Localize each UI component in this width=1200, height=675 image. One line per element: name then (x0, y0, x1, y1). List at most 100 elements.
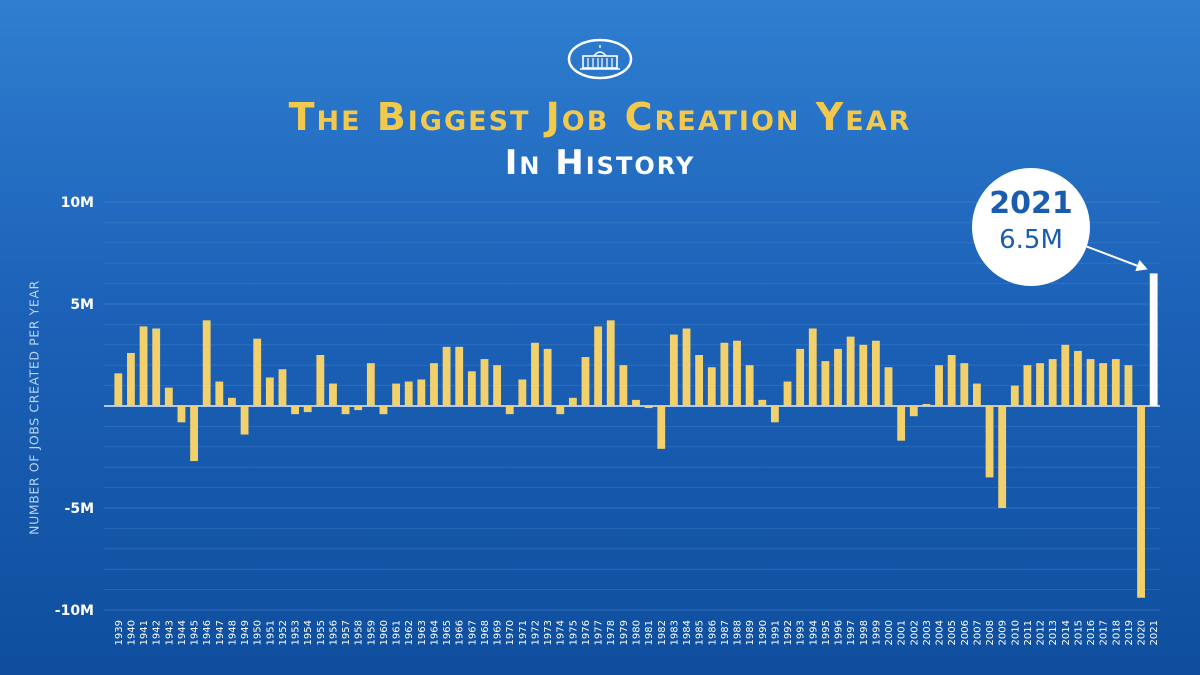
x-tick-label: 1964 (429, 620, 440, 645)
bar-1981 (644, 406, 653, 409)
bar-1948 (228, 397, 236, 406)
x-tick-label: 1946 (202, 620, 213, 645)
x-tick-label: 1966 (455, 620, 466, 645)
x-tick-label: 1953 (291, 620, 302, 645)
bar-2021 (1149, 273, 1158, 406)
x-tick-label: 1962 (404, 620, 415, 645)
x-tick-label: 2008 (985, 620, 996, 645)
y-tick-label: -5M (65, 501, 94, 517)
callout-arrow-line (1079, 243, 1143, 269)
bar-2004 (935, 365, 943, 406)
bar-1955 (316, 355, 325, 406)
bar-2016 (1086, 359, 1095, 406)
x-tick-label: 1981 (644, 620, 655, 645)
bar-1967 (467, 371, 476, 406)
bar-series (114, 273, 1158, 598)
bar-2002 (909, 406, 918, 417)
x-tick-label: 1948 (227, 620, 238, 645)
x-tick-label: 1990 (758, 620, 769, 645)
x-tick-label: 1943 (164, 620, 175, 645)
bar-2015 (1074, 350, 1082, 406)
bar-2013 (1048, 359, 1057, 406)
bar-1977 (594, 326, 603, 406)
x-tick-label: 1969 (493, 620, 504, 645)
x-tick-label: 1989 (745, 620, 756, 645)
bar-1969 (493, 365, 502, 406)
chart-subtitle: In History (504, 143, 696, 183)
bar-1978 (606, 320, 615, 406)
x-tick-label: 1973 (543, 620, 554, 645)
x-tick-label: 1967 (467, 620, 478, 645)
x-tick-label: 1998 (859, 620, 870, 645)
x-tick-label: 1974 (556, 620, 567, 645)
bar-1939 (114, 373, 123, 406)
x-tick-label: 1976 (581, 620, 592, 645)
x-tick-label: 1972 (530, 620, 541, 645)
x-tick-label: 1968 (480, 620, 491, 645)
x-tick-label: 1980 (632, 620, 643, 645)
bar-1985 (695, 355, 704, 406)
bar-1980 (632, 399, 640, 406)
y-tick-labels: 10M 5M -5M -10M (55, 195, 94, 619)
x-tick-label: 1992 (783, 620, 794, 645)
bar-2008 (985, 406, 994, 478)
bar-1996 (834, 348, 842, 406)
x-tick-label: 1947 (215, 620, 226, 645)
bar-1986 (707, 367, 716, 406)
bar-1968 (480, 359, 489, 406)
chart-title: The Biggest Job Creation Year (288, 95, 912, 139)
bar-1993 (796, 348, 805, 406)
x-tick-label: 1987 (720, 620, 731, 645)
bar-2005 (947, 355, 956, 406)
x-tick-label: 1997 (846, 620, 857, 645)
x-tick-label: 1951 (265, 620, 276, 645)
x-tick-label: 1975 (568, 620, 579, 645)
x-tick-label: 1963 (417, 620, 428, 645)
x-tick-label: 2012 (1036, 620, 1047, 645)
x-tick-label: 2000 (884, 620, 895, 645)
bar-1947 (215, 381, 224, 406)
bar-1984 (682, 328, 691, 406)
bar-1951 (265, 377, 274, 406)
x-tick-labels: 1939 1940 1941 1942 1943 1944 1945 1946 1947 1948… (114, 620, 1160, 645)
x-tick-label: 2003 (922, 620, 933, 645)
x-tick-label: 2018 (1111, 620, 1122, 645)
x-tick-label: 1986 (707, 620, 718, 645)
bar-1952 (278, 369, 287, 406)
x-tick-label: 1965 (442, 620, 453, 645)
bar-2003 (922, 403, 931, 406)
x-tick-label: 1977 (594, 620, 605, 645)
bar-1942 (152, 328, 161, 406)
x-tick-label: 2001 (897, 620, 908, 645)
bar-1959 (366, 363, 375, 406)
bar-1970 (505, 406, 514, 415)
x-tick-label: 1984 (682, 620, 693, 645)
bar-1991 (770, 406, 779, 423)
bar-2007 (973, 383, 981, 406)
bar-1982 (657, 406, 666, 449)
x-tick-label: 2002 (909, 620, 920, 645)
bar-2011 (1023, 365, 1032, 406)
x-tick-label: 2007 (972, 620, 983, 645)
bar-2017 (1099, 363, 1108, 406)
x-tick-label: 1994 (808, 620, 819, 645)
x-tick-label: 1983 (669, 620, 680, 645)
x-tick-label: 2015 (1073, 620, 1084, 645)
y-tick-label: 10M (61, 195, 94, 211)
x-tick-label: 1993 (796, 620, 807, 645)
bar-1961 (392, 383, 401, 406)
bar-1988 (733, 340, 741, 406)
bar-2009 (998, 406, 1007, 508)
x-tick-label: 1957 (341, 620, 352, 645)
x-tick-label: 1996 (834, 620, 845, 645)
y-tick-label: 5M (70, 297, 94, 313)
x-tick-label: 2019 (1124, 620, 1135, 645)
x-tick-label: 1954 (303, 620, 314, 645)
x-tick-label: 1970 (505, 620, 516, 645)
x-tick-label: 1956 (328, 620, 339, 645)
x-tick-label: 1971 (518, 620, 529, 645)
x-tick-label: 2016 (1086, 620, 1097, 645)
bar-1963 (417, 379, 426, 406)
x-tick-label: 2021 (1149, 620, 1160, 645)
x-tick-label: 1960 (379, 620, 390, 645)
